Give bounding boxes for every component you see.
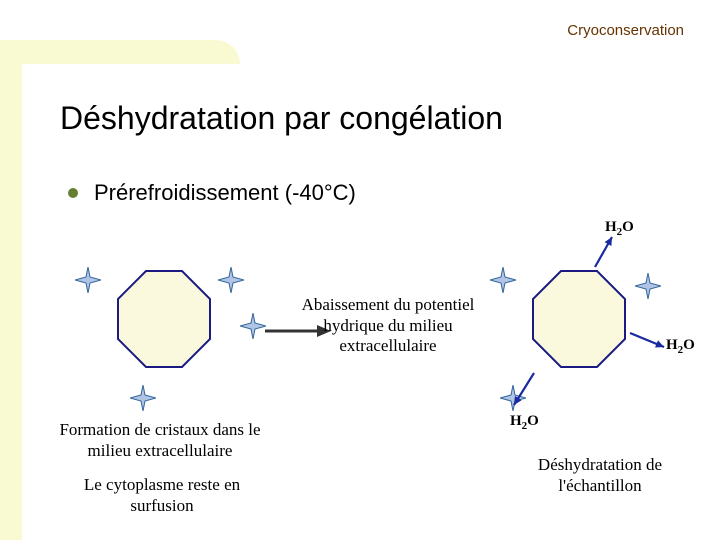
page-title: Déshydratation par congélation — [60, 100, 503, 137]
bullet-item: Prérefroidissement (-40°C) — [68, 180, 356, 206]
diagram-area: Abaissement du potentiel hydrique du mil… — [40, 225, 700, 535]
header-topic: Cryoconservation — [567, 22, 684, 39]
bullet-text: Prérefroidissement (-40°C) — [94, 180, 356, 206]
side-accent-strip — [0, 40, 22, 540]
h2o-arrows — [40, 225, 700, 535]
corner-accent — [0, 40, 240, 64]
bullet-icon — [68, 188, 78, 198]
